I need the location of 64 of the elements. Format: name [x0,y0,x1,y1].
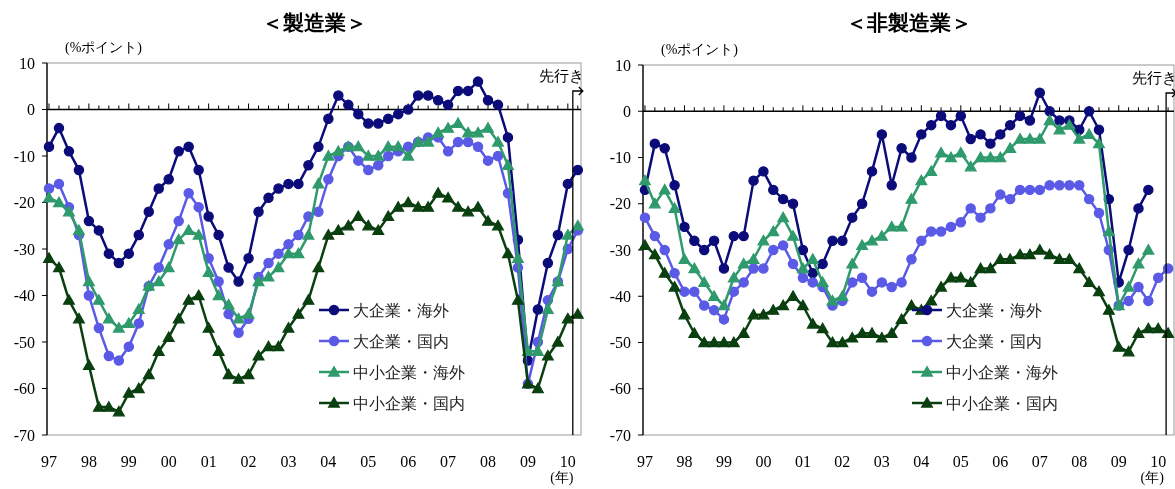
legend-label: 大企業・海外 [353,301,449,320]
y-tick-label: -50 [13,333,35,351]
x-tick-label: 07 [1031,453,1048,470]
y-axis-title: (%ポイント) [661,42,739,58]
x-tick-label: 10 [1150,453,1167,470]
x-tick-label: 07 [440,453,457,470]
x-tick-label: 02 [240,453,257,470]
x-tick-label: 99 [120,453,137,470]
chart-title: ＜製造業＞ [261,11,367,35]
x-tick-label: 06 [992,453,1009,470]
y-tick-label: -60 [13,380,35,397]
y-tick-label: -70 [13,426,35,444]
x-tick-label: 98 [676,453,693,470]
legend-label: 中小企業・国内 [353,394,465,413]
y-tick-label: -10 [13,147,35,165]
y-axis-title: (%ポイント) [65,40,143,56]
x-tick-label: 01 [794,453,811,470]
x-tick-label: 06 [400,453,417,470]
x-tick-label: 03 [280,453,297,470]
legend-label: 大企業・海外 [946,301,1042,320]
y-tick-label: -70 [609,426,631,444]
y-tick-label: -10 [609,149,631,166]
y-tick-label: -60 [609,380,631,398]
x-tick-label: 09 [519,453,536,470]
legend-label: 大企業・国内 [353,332,449,351]
x-tick-label: 99 [715,453,732,470]
x-axis-title: (年) [1140,470,1165,486]
x-tick-label: 97 [636,453,653,470]
legend-label: 中小企業・海外 [946,363,1058,382]
x-tick-label: 09 [1110,453,1127,470]
y-tick-label: 0 [27,101,35,118]
x-tick-label: 05 [360,453,377,470]
x-tick-label: 08 [480,453,497,470]
x-axis-title: (年) [550,470,574,486]
x-tick-label: 02 [834,453,851,470]
x-tick-label: 08 [1071,453,1088,470]
legend-label: 中小企業・国内 [946,394,1058,413]
y-tick-label: 10 [19,54,35,72]
x-tick-label: 98 [80,453,97,470]
x-tick-label: 04 [913,453,930,470]
x-tick-label: 10 [559,453,576,470]
ref-line-label: 先行き [538,67,584,85]
ref-line-label: 先行き [1132,69,1175,87]
x-tick-label: 03 [873,453,890,470]
y-tick-label: -30 [609,241,631,259]
y-tick-label: 0 [623,102,631,120]
x-tick-label: 05 [952,453,969,470]
y-tick-label: -40 [609,287,631,305]
legend-label: 中小企業・海外 [353,363,465,382]
y-tick-label: 10 [615,56,631,74]
legend-label: 大企業・国内 [946,332,1042,351]
ref-line: 先行き [538,67,584,436]
x-tick-label: 04 [320,453,337,470]
chart-title: ＜非製造業＞ [845,11,972,35]
x-tick-label: 01 [200,453,217,470]
x-tick-label: 00 [160,453,177,470]
x-tick-label: 00 [755,453,772,470]
y-tick-label: -50 [609,334,631,351]
y-tick-label: -20 [609,195,631,213]
y-tick-label: -20 [13,194,35,211]
x-tick-label: 97 [41,453,57,470]
ref-line: 先行き [1132,69,1175,436]
y-tick-label: -30 [13,240,35,258]
y-tick-label: -40 [13,287,35,304]
